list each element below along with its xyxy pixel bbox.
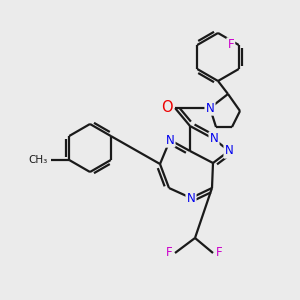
Text: N: N (225, 145, 233, 158)
Text: F: F (227, 38, 234, 52)
Text: F: F (216, 247, 222, 260)
Text: CH₃: CH₃ (28, 155, 47, 165)
Text: O: O (161, 100, 173, 116)
Text: F: F (166, 247, 172, 260)
Text: N: N (187, 191, 195, 205)
Text: N: N (210, 133, 218, 146)
Text: N: N (206, 101, 214, 115)
Text: N: N (166, 134, 174, 146)
